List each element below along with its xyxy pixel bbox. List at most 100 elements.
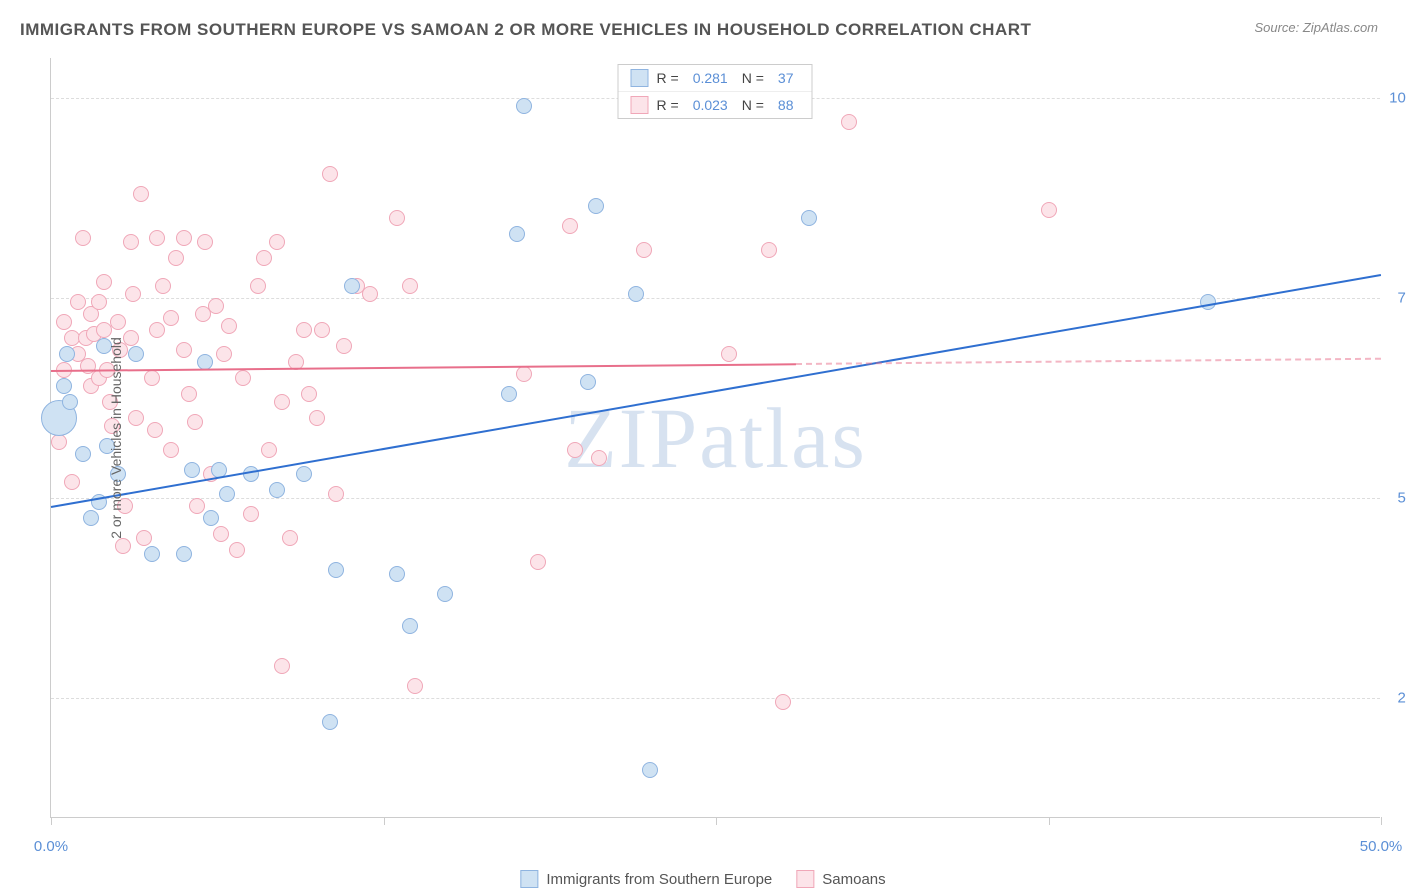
scatter-point [775, 694, 791, 710]
chart-area: ZIPatlas 25.0%50.0%75.0%100.0%0.0%50.0% … [50, 58, 1380, 818]
legend-item: Immigrants from Southern Europe [520, 870, 772, 888]
correlation-legend: R = 0.281 N = 37R = 0.023 N = 88 [618, 64, 813, 119]
scatter-point [761, 242, 777, 258]
scatter-point [437, 586, 453, 602]
scatter-point [314, 322, 330, 338]
scatter-point [362, 286, 378, 302]
trend-line [51, 274, 1381, 508]
scatter-point [221, 318, 237, 334]
legend-n-label: N = [742, 70, 764, 86]
scatter-point [269, 234, 285, 250]
y-axis-label: 2 or more Vehicles in Household [108, 337, 124, 539]
scatter-point [269, 482, 285, 498]
x-tick-mark [1049, 817, 1050, 825]
scatter-point [389, 566, 405, 582]
scatter-point [56, 314, 72, 330]
chart-container: IMMIGRANTS FROM SOUTHERN EUROPE VS SAMOA… [0, 0, 1406, 892]
legend-row: R = 0.281 N = 37 [619, 65, 812, 91]
scatter-point [128, 410, 144, 426]
legend-swatch [520, 870, 538, 888]
scatter-point [96, 274, 112, 290]
y-tick-label: 25.0% [1397, 690, 1406, 707]
scatter-point [216, 346, 232, 362]
chart-title: IMMIGRANTS FROM SOUTHERN EUROPE VS SAMOA… [20, 20, 1386, 40]
legend-n-value: 37 [778, 70, 794, 86]
scatter-point [274, 394, 290, 410]
x-tick-label: 50.0% [1360, 838, 1403, 855]
scatter-point [128, 346, 144, 362]
legend-n-value: 88 [778, 97, 794, 113]
scatter-point [133, 186, 149, 202]
scatter-point [163, 310, 179, 326]
x-tick-mark [384, 817, 385, 825]
scatter-point [509, 226, 525, 242]
scatter-point [530, 554, 546, 570]
scatter-point [296, 466, 312, 482]
scatter-point [282, 530, 298, 546]
scatter-point [328, 486, 344, 502]
y-tick-label: 100.0% [1389, 90, 1406, 107]
legend-r-value: 0.281 [693, 70, 728, 86]
scatter-point [642, 762, 658, 778]
scatter-point [203, 510, 219, 526]
scatter-point [516, 366, 532, 382]
series-legend: Immigrants from Southern Europe Samoans [520, 870, 885, 888]
scatter-point [322, 166, 338, 182]
scatter-point [187, 414, 203, 430]
scatter-point [176, 546, 192, 562]
trend-line [51, 363, 796, 372]
scatter-point [344, 278, 360, 294]
scatter-point [243, 506, 259, 522]
scatter-point [184, 462, 200, 478]
scatter-point [75, 230, 91, 246]
legend-r-label: R = [657, 70, 679, 86]
scatter-point [123, 234, 139, 250]
scatter-point [516, 98, 532, 114]
scatter-point [407, 678, 423, 694]
grid-line [51, 298, 1380, 299]
scatter-point [56, 378, 72, 394]
legend-n-label: N = [742, 97, 764, 113]
legend-label: Samoans [822, 871, 885, 888]
grid-line [51, 698, 1380, 699]
grid-line [51, 498, 1380, 499]
scatter-point [181, 386, 197, 402]
legend-r-value: 0.023 [693, 97, 728, 113]
scatter-point [1041, 202, 1057, 218]
scatter-point [402, 278, 418, 294]
scatter-point [115, 538, 131, 554]
scatter-point [636, 242, 652, 258]
scatter-point [176, 230, 192, 246]
scatter-point [501, 386, 517, 402]
x-tick-mark [51, 817, 52, 825]
legend-label: Immigrants from Southern Europe [546, 871, 772, 888]
scatter-point [235, 370, 251, 386]
scatter-point [189, 498, 205, 514]
scatter-point [163, 442, 179, 458]
scatter-point [64, 474, 80, 490]
scatter-point [628, 286, 644, 302]
trend-line-extrapolated [796, 358, 1381, 365]
legend-swatch [631, 69, 649, 87]
scatter-point [75, 446, 91, 462]
scatter-point [591, 450, 607, 466]
scatter-point [389, 210, 405, 226]
y-tick-label: 50.0% [1397, 490, 1406, 507]
scatter-point [562, 218, 578, 234]
scatter-point [261, 442, 277, 458]
scatter-point [147, 422, 163, 438]
scatter-point [309, 410, 325, 426]
scatter-point [176, 342, 192, 358]
scatter-point [197, 234, 213, 250]
legend-swatch [631, 96, 649, 114]
scatter-point [322, 714, 338, 730]
x-tick-mark [1381, 817, 1382, 825]
scatter-point [208, 298, 224, 314]
scatter-point [123, 330, 139, 346]
x-tick-label: 0.0% [34, 838, 68, 855]
watermark: ZIPatlas [564, 388, 867, 488]
scatter-point [136, 530, 152, 546]
scatter-point [296, 322, 312, 338]
scatter-point [59, 346, 75, 362]
scatter-point [83, 510, 99, 526]
